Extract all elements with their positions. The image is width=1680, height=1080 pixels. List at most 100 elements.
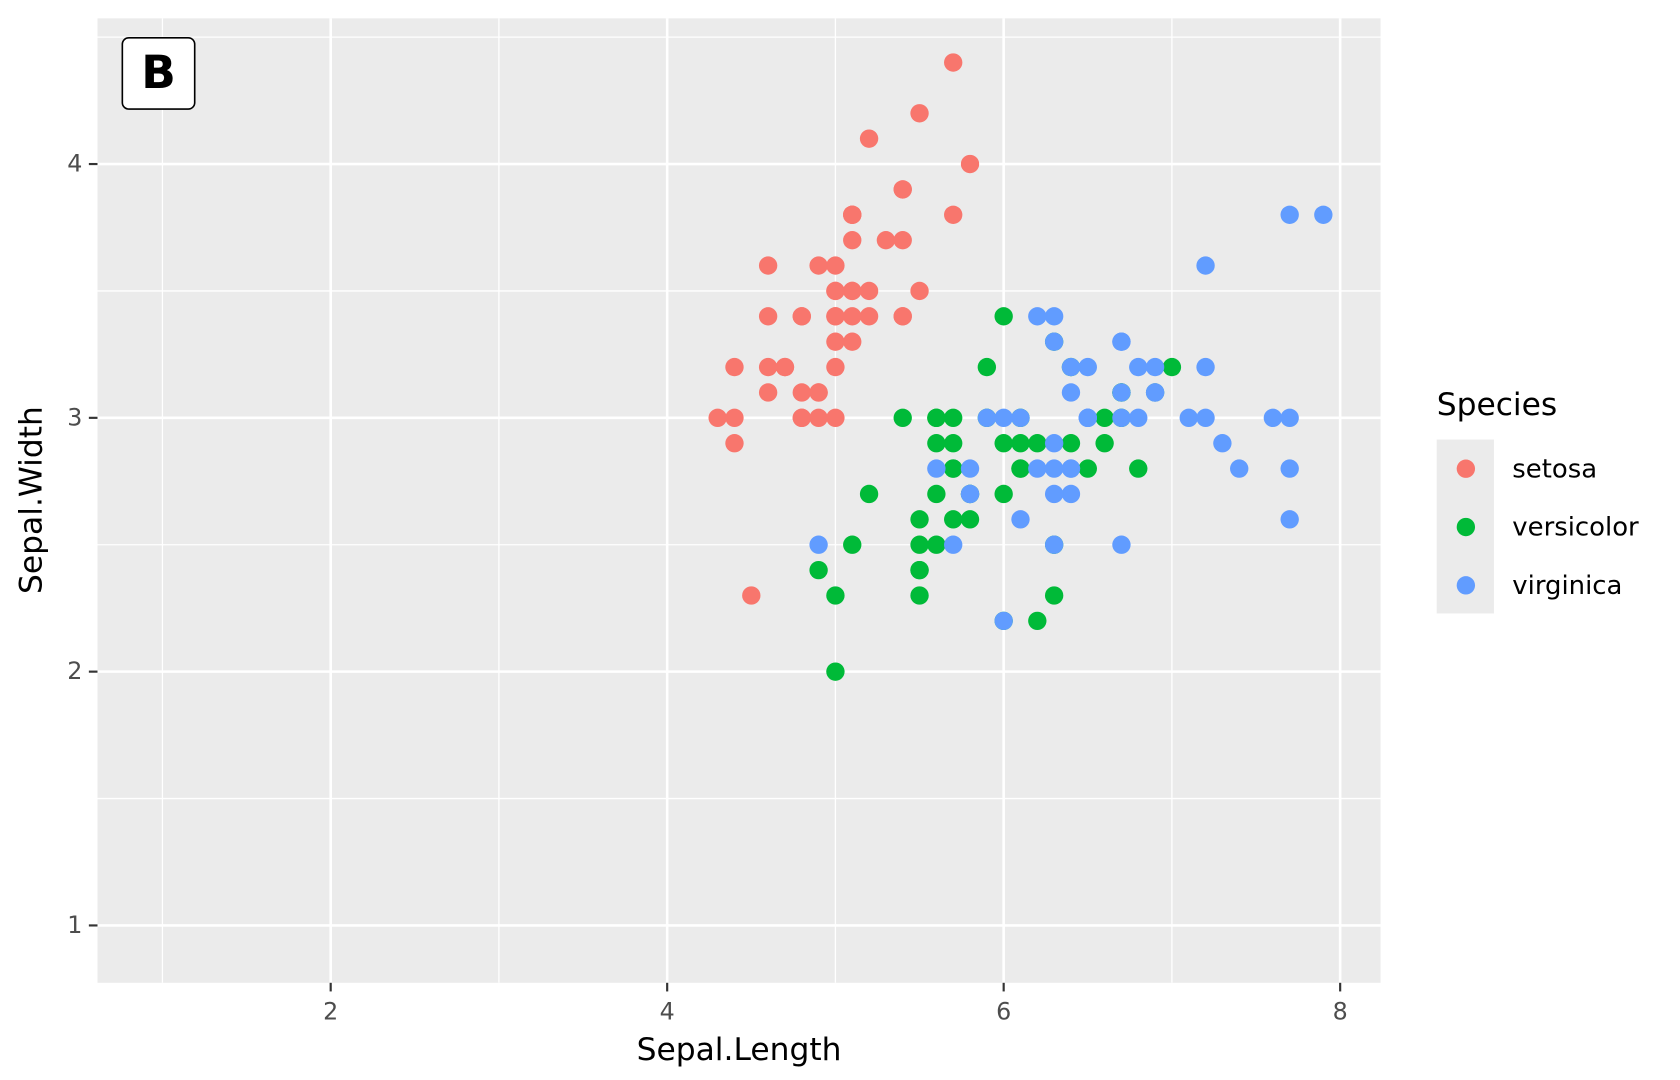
point [826, 332, 845, 351]
point [843, 307, 862, 326]
point [960, 510, 980, 529]
point [1280, 510, 1299, 529]
point [1078, 408, 1097, 428]
point [1044, 459, 1064, 478]
point [1044, 586, 1064, 605]
point [927, 535, 946, 554]
legend-label: virginica [1512, 571, 1622, 601]
legend-label: versicolor [1512, 513, 1639, 543]
point [708, 408, 727, 428]
point [1078, 357, 1097, 377]
legend-key [1456, 459, 1476, 478]
point [893, 180, 912, 199]
y-tick-label: 3 [67, 403, 82, 431]
point [809, 256, 828, 275]
point [944, 205, 963, 224]
point [792, 408, 811, 428]
point [1145, 383, 1165, 402]
point [758, 307, 778, 326]
x-tick-label: 2 [323, 998, 338, 1026]
x-tick-label: 6 [996, 998, 1011, 1026]
legend-key [1456, 576, 1476, 595]
point [977, 408, 997, 428]
point [1011, 510, 1030, 529]
point [843, 332, 862, 351]
point [1129, 459, 1148, 478]
point [1162, 357, 1182, 377]
point [809, 560, 828, 580]
point [826, 256, 845, 275]
point [742, 586, 761, 605]
point [1061, 383, 1081, 402]
point [1044, 535, 1064, 554]
point [1263, 408, 1283, 428]
point [910, 535, 929, 554]
point [893, 307, 912, 326]
x-tick-label: 4 [660, 998, 675, 1026]
point [944, 53, 963, 72]
point [1011, 459, 1030, 478]
point [1028, 307, 1047, 326]
point [1044, 434, 1064, 453]
point [758, 383, 778, 402]
point [826, 586, 845, 605]
point [809, 408, 828, 428]
point [826, 662, 845, 681]
point [1196, 408, 1215, 428]
point [994, 484, 1013, 504]
point [944, 535, 963, 554]
point [893, 231, 912, 250]
point [1112, 332, 1131, 351]
point [876, 231, 896, 250]
point [910, 104, 929, 123]
point [843, 231, 862, 250]
point [910, 586, 929, 605]
point [960, 484, 980, 504]
point [1129, 408, 1148, 428]
y-axis-title: Sepal.Width [14, 406, 50, 594]
point [826, 408, 845, 428]
point [994, 611, 1013, 631]
point [758, 357, 778, 377]
point [960, 459, 980, 478]
point [910, 510, 929, 529]
point [1230, 459, 1249, 478]
point [1028, 611, 1047, 631]
point [1112, 408, 1131, 428]
point [927, 484, 946, 504]
point [1011, 408, 1030, 428]
point [792, 383, 811, 402]
point [927, 434, 946, 453]
point [1280, 205, 1299, 224]
point [994, 434, 1013, 453]
point [1061, 357, 1081, 377]
point [1213, 434, 1232, 453]
point [725, 434, 744, 453]
point [826, 357, 845, 377]
point [1280, 408, 1299, 428]
tag-box [121, 36, 196, 110]
point [1129, 357, 1148, 377]
point [809, 535, 828, 554]
point [826, 281, 845, 301]
point [809, 383, 828, 402]
point [927, 459, 946, 478]
point [1095, 408, 1114, 428]
y-tick-label: 1 [67, 911, 82, 939]
point [843, 535, 862, 554]
point [1179, 408, 1198, 428]
legend-title: Species [1437, 387, 1558, 423]
point [843, 205, 862, 224]
point [1112, 535, 1131, 554]
point [1044, 332, 1064, 351]
x-tick-label: 8 [1333, 998, 1348, 1026]
point [910, 560, 929, 580]
point [1044, 307, 1064, 326]
point [994, 307, 1013, 326]
point [944, 459, 963, 478]
point [843, 281, 862, 301]
legend-label: setosa [1512, 454, 1597, 484]
point [859, 281, 879, 301]
